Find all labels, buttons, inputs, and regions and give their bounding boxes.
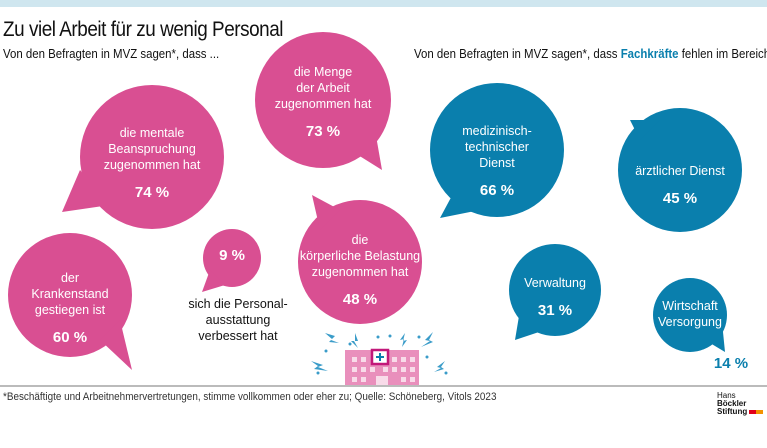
bubble-mental	[62, 85, 224, 229]
label-line: gestiegen ist	[34, 303, 106, 317]
label-menge: die Menge der Arbeit zugenommen hat 73 %	[275, 64, 372, 140]
divider	[0, 385, 767, 387]
bubble-arzt	[618, 108, 742, 232]
hospital-icon	[311, 332, 448, 385]
value: 73 %	[305, 123, 341, 140]
logo: Hans Böckler Stiftung	[717, 392, 767, 416]
label-line: medizinisch-	[462, 124, 532, 138]
subtitle-text: fehlen im Bereich ...	[681, 46, 767, 61]
label-koerper: die körperliche Belastung zugenommen hat 48…	[300, 232, 420, 308]
label-line: ausstattung	[205, 313, 271, 327]
footnote: *Beschäftigte und Arbeitnehmervertretung…	[3, 391, 497, 403]
label-line: Dienst	[479, 156, 515, 170]
bubble-wirt	[653, 278, 727, 352]
value-wirt: 14 %	[713, 355, 749, 372]
label-arzt: ärztlicher Dienst 45 %	[635, 163, 725, 207]
label-line: Krankenstand	[31, 287, 109, 301]
subtitle-highlight: Fachkräfte	[620, 46, 679, 61]
label-line: Versorgung	[658, 315, 722, 329]
logo-text: Böckler	[717, 399, 747, 408]
label-medtech: medizinisch-technischer Dienst 66 %	[462, 123, 531, 199]
label-wirt: Wirtschaft Versorgung	[658, 298, 722, 330]
label-verw: Verwaltung 31 %	[524, 275, 586, 319]
value: 48 %	[342, 291, 378, 308]
value: 74 %	[134, 184, 170, 201]
label-line: zugenommen hat	[103, 158, 201, 172]
top-bar	[0, 0, 767, 7]
logo-text: Hans	[717, 391, 736, 400]
label-line: Beanspruchung	[108, 142, 196, 156]
bubble-personal	[202, 229, 261, 292]
label-line: körperliche Belastung	[299, 249, 421, 263]
bubble-krank	[8, 233, 132, 370]
logo-text: Stiftung	[717, 407, 748, 416]
label-krank: der Krankenstand gestiegen ist 60 %	[31, 270, 108, 346]
label-line: Wirtschaft	[662, 299, 718, 313]
label-line: die	[351, 233, 369, 247]
value: 45 %	[662, 190, 698, 207]
label-line: verbessert hat	[198, 329, 278, 343]
page-title: Zu viel Arbeit für zu wenig Personal	[3, 18, 284, 41]
label-line: technischer	[465, 140, 529, 154]
value: 66 %	[479, 182, 515, 199]
label-line: der Arbeit	[296, 81, 350, 95]
value: 60 %	[52, 329, 88, 346]
logo-mark	[749, 410, 764, 414]
bubble-verw	[509, 244, 601, 340]
bubble-medtech	[430, 83, 564, 218]
label-line: sich die Personal-	[188, 297, 288, 311]
label-line: zugenommen hat	[311, 265, 409, 279]
value: 31 %	[537, 302, 573, 319]
right-subtitle: Von den Befragten in MVZ sagen*, dass Fa…	[414, 46, 767, 61]
label-line: zugenommen hat	[274, 97, 372, 111]
label-line: die Menge	[293, 65, 353, 79]
bubble-menge	[255, 32, 391, 170]
value-personal: 9 %	[219, 247, 245, 264]
bubble-koerper	[298, 195, 422, 324]
label-mental: die mentale Beanspruchung zugenommen hat 74…	[104, 125, 201, 201]
label-line: der	[60, 271, 80, 285]
label-line: die mentale	[119, 126, 185, 140]
left-subtitle: Von den Befragten in MVZ sagen*, dass ..…	[3, 46, 220, 61]
label-line: Verwaltung	[524, 276, 586, 290]
label-line: ärztlicher Dienst	[635, 164, 725, 178]
label-personal: sich die Personal-ausstattung verbessert …	[188, 296, 287, 344]
subtitle-text: Von den Befragten in MVZ sagen*, dass	[414, 46, 621, 61]
